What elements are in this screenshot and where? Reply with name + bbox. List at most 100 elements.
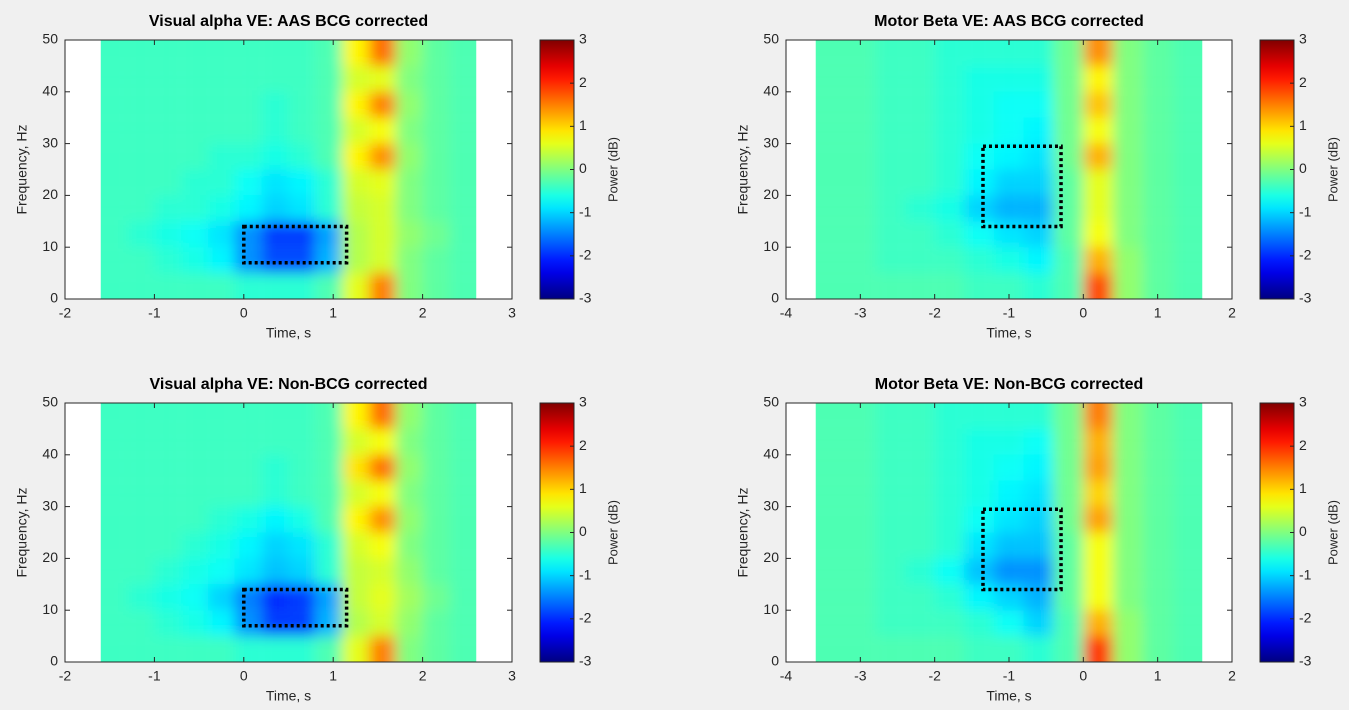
heatmap-cell — [875, 506, 905, 533]
heatmap-cell — [234, 273, 262, 299]
heatmap-cell — [1113, 428, 1143, 455]
heatmap-cell — [1142, 91, 1173, 118]
heatmap-cell — [815, 610, 846, 637]
heatmap-cell — [845, 428, 876, 455]
heatmap-cell — [315, 65, 343, 92]
y-tick-label: 20 — [763, 549, 779, 565]
heatmap-cell — [994, 117, 1024, 144]
heatmap-cell — [1113, 454, 1143, 481]
heatmap-cell — [1053, 273, 1084, 299]
y-axis-label: Frequency, Hz — [14, 125, 30, 215]
heatmap-cell — [1053, 428, 1084, 455]
x-tick-label: -3 — [854, 668, 867, 684]
heatmap-cell — [875, 480, 905, 507]
heatmap-cell — [395, 247, 423, 274]
heatmap-cell — [1053, 247, 1084, 274]
heatmap-cell — [845, 610, 876, 637]
heatmap-cell — [1172, 584, 1203, 611]
heatmap-cell — [181, 221, 209, 248]
heatmap-cell — [904, 506, 935, 533]
colorbar-tick-label: -1 — [1299, 566, 1312, 582]
heatmap-cells — [815, 40, 1203, 299]
heatmap-cell — [100, 532, 128, 559]
heatmap-cell — [845, 480, 876, 507]
heatmap-cell — [154, 506, 182, 533]
heatmap-cell — [934, 428, 965, 455]
heatmap-cell — [127, 273, 155, 299]
chart-title: Motor Beta VE: Non-BCG corrected — [875, 376, 1143, 393]
heatmap-cell — [1053, 610, 1084, 637]
heatmap-cell — [1083, 558, 1114, 585]
y-tick-label: 10 — [42, 238, 58, 254]
heatmap-cell — [904, 117, 935, 144]
heatmap-cell — [422, 506, 450, 533]
heatmap-cell — [100, 480, 128, 507]
heatmap-cell — [449, 480, 477, 507]
heatmap-cell — [1142, 480, 1173, 507]
heatmap-cell — [154, 610, 182, 637]
heatmap-cell — [934, 636, 965, 662]
heatmap-cell — [964, 636, 995, 662]
axes-box — [64, 402, 513, 663]
heatmap-cell — [342, 506, 369, 533]
heatmap-cell — [154, 169, 182, 196]
heatmap-cell — [904, 428, 935, 455]
heatmap-cell — [815, 558, 846, 585]
heatmap-cell — [208, 40, 235, 66]
colorbar-tick-label: -2 — [579, 247, 592, 263]
heatmap-cell — [234, 40, 262, 66]
heatmap-cell — [395, 636, 423, 662]
heatmap-cell — [875, 143, 905, 170]
colorbar-tick-label: -3 — [1299, 653, 1312, 669]
heatmap-cell — [875, 169, 905, 196]
heatmap-cell — [964, 91, 995, 118]
heatmap-cell — [422, 247, 450, 274]
heatmap-cell — [845, 454, 876, 481]
heatmap-cell — [1053, 91, 1084, 118]
heatmap-cell — [261, 143, 289, 170]
heatmap-cell — [154, 584, 182, 611]
heatmap-cell — [934, 610, 965, 637]
heatmap-cell — [904, 169, 935, 196]
heatmap-cell — [1053, 480, 1084, 507]
heatmap-cell — [154, 247, 182, 274]
heatmap-cell — [1172, 273, 1203, 299]
heatmap-cell — [181, 532, 209, 559]
heatmap-cell — [964, 40, 995, 66]
heatmap-cell — [181, 454, 209, 481]
heatmap-cell — [904, 480, 935, 507]
heatmap-cell — [288, 610, 316, 637]
heatmap-cell — [100, 428, 128, 455]
heatmap-cell — [1053, 143, 1084, 170]
heatmap-cell — [1113, 273, 1143, 299]
heatmap-cell — [315, 428, 343, 455]
heatmap-cell — [261, 403, 289, 429]
heatmap-cell — [1172, 65, 1203, 92]
heatmap-cell — [234, 169, 262, 196]
heatmap-cell — [1023, 169, 1054, 196]
heatmap-cell — [368, 247, 396, 274]
heatmap-cell — [964, 195, 995, 222]
x-tick-label: -2 — [928, 668, 941, 684]
heatmap-cell — [845, 65, 876, 92]
heatmap-cell — [127, 65, 155, 92]
heatmap-cell — [288, 40, 316, 66]
heatmap-cell — [904, 610, 935, 637]
heatmap-cell — [1083, 65, 1114, 92]
heatmap-cell — [815, 195, 846, 222]
colorbar-tick-label: 3 — [579, 394, 587, 410]
heatmap-cell — [288, 169, 316, 196]
colorbar-label: Power (dB) — [605, 137, 620, 202]
heatmap-cell — [1023, 480, 1054, 507]
x-tick-label: 2 — [1228, 668, 1236, 684]
heatmap-cell — [422, 169, 450, 196]
heatmap-cell — [127, 403, 155, 429]
heatmap-cell — [994, 195, 1024, 222]
heatmap-cell — [815, 506, 846, 533]
heatmap-cell — [288, 273, 316, 299]
heatmap-cell — [449, 91, 477, 118]
colorbar-tick-label: -1 — [579, 203, 592, 219]
colorbar-tick-label: -2 — [579, 610, 592, 626]
